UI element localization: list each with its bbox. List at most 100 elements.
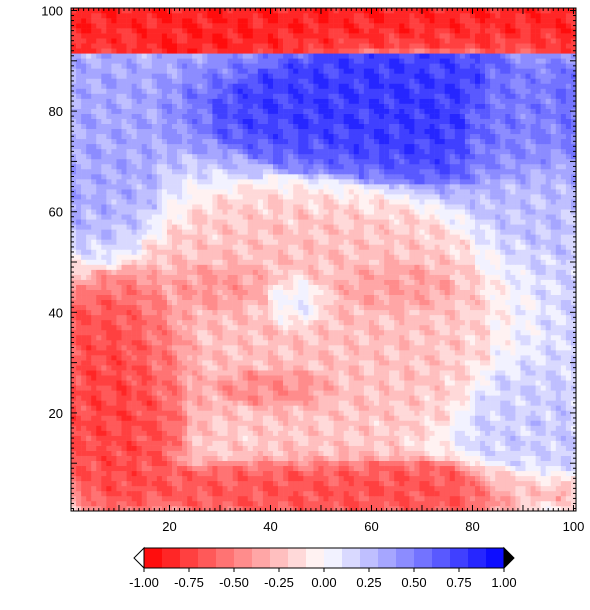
heatmap-cell	[232, 264, 238, 270]
heatmap-cell	[308, 304, 314, 311]
heatmap-cell	[293, 395, 299, 401]
heatmap-cell	[278, 279, 284, 285]
heatmap-cell	[267, 385, 274, 391]
heatmap-cell	[227, 319, 233, 326]
heatmap-cell	[490, 435, 496, 441]
heatmap-cell	[192, 390, 198, 396]
heatmap-cell	[247, 259, 254, 265]
heatmap-cell	[434, 274, 440, 280]
heatmap-cell	[480, 460, 486, 467]
heatmap-cell	[136, 495, 142, 502]
heatmap-cell	[414, 380, 420, 386]
heatmap-cell	[182, 475, 188, 482]
heatmap-cell	[101, 360, 107, 366]
heatmap-cell	[530, 405, 536, 411]
heatmap-cell	[187, 500, 193, 507]
heatmap-cell	[459, 400, 466, 406]
heatmap-cell	[247, 425, 254, 431]
heatmap-cell	[429, 274, 435, 280]
heatmap-cell	[469, 380, 476, 386]
heatmap-cell	[313, 289, 319, 296]
heatmap-cell	[212, 415, 218, 421]
heatmap-cell	[202, 284, 208, 290]
heatmap-cell	[454, 500, 461, 507]
heatmap-cell	[222, 334, 228, 341]
heatmap-cell	[510, 299, 516, 306]
heatmap-cell	[404, 475, 410, 482]
heatmap-cell	[515, 450, 521, 456]
heatmap-cell	[374, 485, 380, 492]
heatmap-cell	[328, 390, 334, 396]
heatmap-cell	[424, 420, 430, 426]
heatmap-cell	[192, 339, 198, 346]
heatmap-cell	[379, 294, 385, 301]
heatmap-cell	[207, 475, 213, 482]
heatmap-cell	[308, 435, 314, 441]
heatmap-cell	[227, 339, 233, 346]
heatmap-cell	[81, 375, 87, 381]
heatmap-cell	[131, 309, 137, 316]
heatmap-cell	[121, 355, 127, 361]
heatmap-cell	[409, 500, 415, 507]
heatmap-cell	[273, 500, 279, 507]
heatmap-cell	[323, 440, 329, 446]
heatmap-cell	[232, 370, 238, 376]
heatmap-cell	[278, 390, 284, 396]
heatmap-cell	[207, 274, 213, 280]
heatmap-cell	[384, 350, 390, 356]
heatmap-cell	[81, 360, 87, 366]
heatmap-cell	[318, 465, 324, 472]
heatmap-cell	[283, 410, 289, 416]
heatmap-cell	[389, 465, 395, 472]
heatmap-cell	[192, 430, 198, 436]
heatmap-cell	[177, 304, 183, 311]
heatmap-cell	[278, 430, 284, 436]
heatmap-cell	[267, 329, 274, 336]
heatmap-cell	[348, 395, 355, 401]
heatmap-cell	[348, 355, 355, 361]
heatmap-cell	[510, 385, 516, 391]
heatmap-cell	[237, 339, 243, 346]
heatmap-cell	[222, 440, 228, 446]
heatmap-cell	[273, 395, 279, 401]
heatmap-cell	[505, 375, 511, 381]
heatmap-cell	[91, 390, 97, 396]
heatmap-cell	[525, 465, 531, 472]
heatmap-cell	[419, 500, 425, 507]
heatmap-cell	[96, 319, 102, 326]
heatmap-cell	[505, 370, 511, 376]
heatmap-cell	[363, 355, 370, 361]
heatmap-cell	[389, 460, 395, 467]
heatmap-cell	[121, 324, 127, 331]
heatmap-cell	[525, 400, 531, 406]
heatmap-cell	[106, 309, 112, 316]
heatmap-cell	[490, 329, 496, 336]
heatmap-cell	[414, 445, 420, 451]
heatmap-cell	[434, 370, 440, 376]
heatmap-cell	[267, 450, 274, 456]
heatmap-cell	[237, 289, 243, 296]
heatmap-cell	[358, 299, 365, 306]
heatmap-cell	[227, 264, 233, 270]
heatmap-cell	[535, 324, 541, 331]
heatmap-cell	[303, 455, 309, 461]
heatmap-cell	[540, 380, 546, 386]
heatmap-cell	[126, 420, 132, 426]
heatmap-cell	[136, 370, 142, 376]
heatmap-cell	[505, 329, 511, 336]
heatmap-cell	[368, 365, 375, 371]
heatmap-cell	[505, 385, 511, 391]
heatmap-cell	[166, 334, 173, 341]
heatmap-cell	[363, 405, 370, 411]
heatmap-cell	[490, 355, 496, 361]
heatmap-cell	[394, 430, 400, 436]
heatmap-cell	[530, 385, 536, 391]
heatmap-cell	[449, 365, 456, 371]
heatmap-cell	[252, 390, 259, 396]
heatmap-cell	[409, 455, 415, 461]
heatmap-cell	[252, 450, 259, 456]
heatmap-cell	[161, 264, 168, 270]
heatmap-cell	[121, 455, 127, 461]
heatmap-cell	[525, 490, 531, 497]
heatmap-cell	[283, 360, 289, 366]
